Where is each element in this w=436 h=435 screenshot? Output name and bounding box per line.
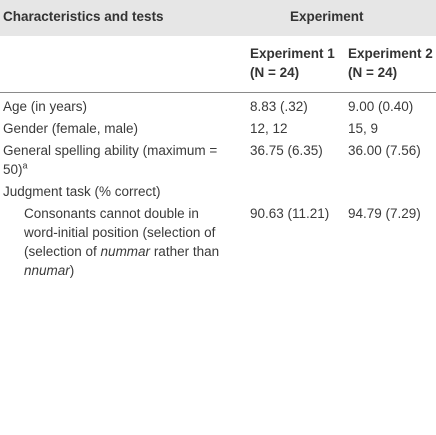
subheader-experiment-2: Experiment 2 (N = 24) — [348, 46, 433, 80]
header-experiment: Experiment — [290, 9, 364, 24]
subheader-experiment-1: Experiment 1 (N = 24) — [250, 46, 335, 80]
table-header: Characteristics and tests Experiment — [0, 0, 436, 36]
table-subheader: Experiment 1 (N = 24) Experiment 2 (N = … — [0, 36, 436, 93]
header-characteristics: Characteristics and tests — [3, 9, 164, 24]
data-table: Characteristics and tests Experiment Exp… — [0, 0, 436, 278]
